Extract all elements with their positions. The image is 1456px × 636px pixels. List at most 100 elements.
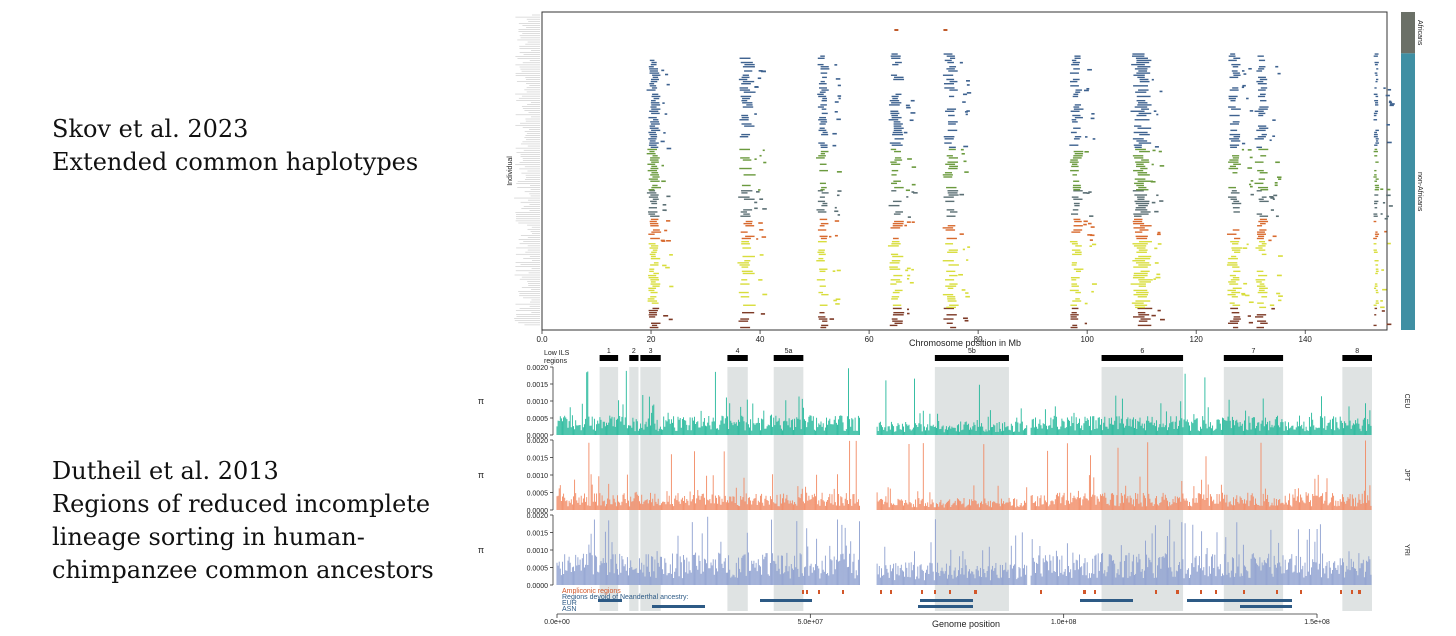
haplotype-segment	[1373, 215, 1378, 217]
haplotype-segment	[1071, 119, 1077, 121]
haplotype-segment	[1134, 178, 1146, 180]
haplotype-segment	[965, 292, 969, 294]
haplotype-segment	[1256, 70, 1263, 72]
haplotype-segment	[1156, 233, 1161, 236]
haplotype-segment	[1388, 205, 1393, 207]
haplotype-segment	[1375, 302, 1379, 304]
haplotype-segment	[1130, 283, 1146, 285]
haplotype-segment	[894, 220, 904, 223]
haplotype-segment	[820, 146, 828, 149]
haplotype-segment	[758, 70, 763, 72]
haplotype-segment	[1374, 148, 1378, 151]
haplotype-segment	[741, 133, 751, 136]
haplotype-segment	[965, 113, 968, 116]
haplotype-segment	[817, 240, 827, 243]
haplotype-segment	[962, 101, 966, 103]
haplotype-segment	[1135, 91, 1147, 93]
haplotype-segment	[1232, 155, 1240, 157]
haplotype-segment	[948, 249, 958, 251]
haplotype-segment	[1373, 237, 1377, 240]
haplotype-segment	[1270, 197, 1275, 199]
haplotype-segment	[945, 163, 956, 165]
haplotype-segment	[1141, 108, 1150, 110]
haplotype-segment	[1229, 138, 1240, 140]
low-ils-region-3	[640, 367, 661, 611]
low-ils-region-5b	[934, 367, 1009, 611]
haplotype-segment	[960, 148, 964, 151]
haplotype-segment	[834, 210, 839, 213]
haplotype-segment	[889, 262, 900, 264]
haplotype-segment	[1131, 63, 1145, 66]
haplotype-segment	[834, 220, 840, 222]
haplotype-segment	[949, 304, 959, 306]
haplotype-segment	[744, 125, 755, 127]
haplotype-segment	[1232, 66, 1239, 68]
haplotype-segment	[891, 296, 900, 298]
haplotype-segment	[738, 320, 749, 322]
haplotype-segment	[1229, 76, 1239, 79]
haplotype-segment	[966, 84, 970, 86]
haplotype-segment	[1259, 127, 1269, 129]
haplotype-segment	[661, 164, 664, 167]
haplotype-segment	[1374, 174, 1377, 176]
haplotype-segment	[1070, 110, 1080, 112]
haplotype-segment	[647, 211, 658, 213]
haplotype-segment	[907, 308, 910, 311]
haplotype-segment	[1133, 272, 1148, 275]
haplotype-segment	[964, 319, 969, 322]
haplotype-segment	[1257, 136, 1266, 138]
haplotype-segment	[1229, 133, 1241, 136]
haplotype-segment	[754, 158, 757, 160]
haplotype-segment	[1375, 95, 1379, 98]
haplotype-segment	[942, 293, 954, 296]
haplotype-segment	[1248, 183, 1252, 186]
haplotype-segment	[1073, 68, 1080, 70]
haplotype-segment	[1228, 97, 1236, 100]
haplotype-segment	[1258, 68, 1265, 70]
haplotype-segment	[653, 97, 660, 100]
haplotype-segment	[649, 70, 658, 72]
haplotype-segment	[1157, 231, 1161, 234]
haplotype-segment	[947, 121, 958, 123]
haplotype-segment	[829, 235, 832, 238]
haplotype-segment	[821, 112, 828, 115]
haplotype-segment	[1230, 279, 1240, 281]
haplotype-segment	[1249, 110, 1254, 112]
haplotype-segment	[1138, 204, 1148, 207]
haplotype-segment	[1072, 114, 1081, 117]
haplotype-segment	[890, 253, 899, 256]
haplotype-segment	[653, 262, 659, 264]
haplotype-segment	[950, 326, 957, 329]
haplotype-segment	[649, 72, 660, 74]
haplotype-segment	[746, 104, 753, 106]
haplotype-segment	[1272, 198, 1275, 201]
population-segment-africans	[1401, 12, 1415, 54]
haplotype-segment	[646, 152, 656, 155]
haplotype-segment	[834, 101, 839, 103]
haplotype-segment	[894, 61, 902, 64]
haplotype-segment	[647, 163, 656, 165]
haplotype-segment	[1228, 167, 1239, 170]
haplotype-segment	[890, 55, 901, 57]
genome-x-tick-label: 1.5e+08	[1304, 619, 1330, 626]
haplotype-segment	[1228, 281, 1236, 283]
haplotype-segment	[742, 106, 754, 108]
haplotype-x-ticks: 0.0 20 40 60 80 100 120 140	[536, 330, 1312, 344]
haplotype-segment	[947, 225, 956, 227]
haplotype-segment	[1226, 264, 1238, 266]
haplotype-segment	[1075, 298, 1080, 300]
haplotype-segment	[1075, 89, 1083, 91]
haplotype-segment	[759, 229, 764, 231]
haplotype-segment	[651, 95, 661, 98]
haplotype-segment	[1138, 112, 1152, 115]
haplotype-segment	[1139, 133, 1150, 136]
haplotype-segment	[958, 273, 963, 276]
haplotype-segment	[665, 266, 670, 269]
population-name-yri: YRI	[1403, 544, 1410, 556]
haplotype-segment	[1156, 194, 1159, 197]
haplotype-segment	[1374, 53, 1379, 55]
haplotype-segment	[1386, 194, 1391, 197]
haplotype-segment	[1227, 322, 1239, 324]
eur-devoid-region	[1080, 599, 1133, 602]
